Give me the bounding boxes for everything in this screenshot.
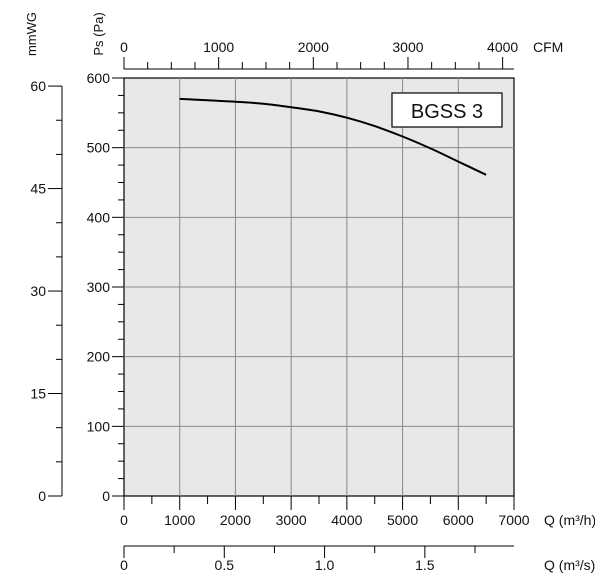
x-tick-label: 1000 (164, 512, 195, 528)
m3s-tick-label: 1.5 (415, 557, 435, 573)
y-tick-label: 500 (87, 140, 111, 156)
cfm-tick-label: 0 (120, 39, 128, 55)
mmwg-tick-label: 30 (30, 283, 46, 299)
y-tick-label: 0 (102, 488, 110, 504)
mmwg-tick-label: 0 (38, 488, 46, 504)
series-line-bgss-3 (179, 97, 487, 176)
legend: BGSS 3 (391, 92, 503, 128)
y-tick-label: 100 (87, 418, 111, 434)
y-tick-label: 300 (87, 279, 111, 295)
x-axis-title: Q (m³/h) (544, 512, 595, 528)
legend-box (391, 92, 503, 128)
x-tick-label: 2000 (220, 512, 251, 528)
cfm-tick-label: 1000 (203, 39, 234, 55)
m3s-tick-label: 0.5 (215, 557, 235, 573)
mmwg-tick-label: 15 (30, 386, 46, 402)
cfm-axis-title: CFM (533, 39, 563, 55)
curve-layer (179, 97, 487, 176)
x-tick-label: 5000 (387, 512, 418, 528)
m3s-tick-label: 1.0 (315, 557, 335, 573)
x-tick-label: 0 (120, 512, 128, 528)
x-tick-label: 3000 (276, 512, 307, 528)
axes: 0 1000 2000 3000 4000 5000 6000 7000 Q (m³/h)0 0.… (24, 12, 595, 573)
mmwg-tick-label: 60 (30, 78, 46, 94)
x-tick-label: 4000 (331, 512, 362, 528)
mmwg-tick-label: 45 (30, 181, 46, 197)
cfm-tick-label: 2000 (298, 39, 329, 55)
x-tick-label: 7000 (498, 512, 529, 528)
y-tick-label: 600 (87, 70, 111, 86)
legend-label: BGSS 3 (411, 101, 483, 123)
y-tick-label: 200 (87, 349, 111, 365)
cfm-tick-label: 3000 (392, 39, 423, 55)
mmwg-axis-title: mmWG (24, 12, 39, 56)
x-tick-label: 6000 (443, 512, 474, 528)
m3s-axis-title: Q (m³/s) (544, 557, 595, 573)
m3s-tick-label: 0 (120, 557, 128, 573)
grid-lines (124, 78, 514, 496)
y-axis-title: Ps (Pa) (91, 12, 106, 55)
y-tick-label: 400 (87, 209, 111, 225)
cfm-tick-label: 4000 (487, 39, 518, 55)
